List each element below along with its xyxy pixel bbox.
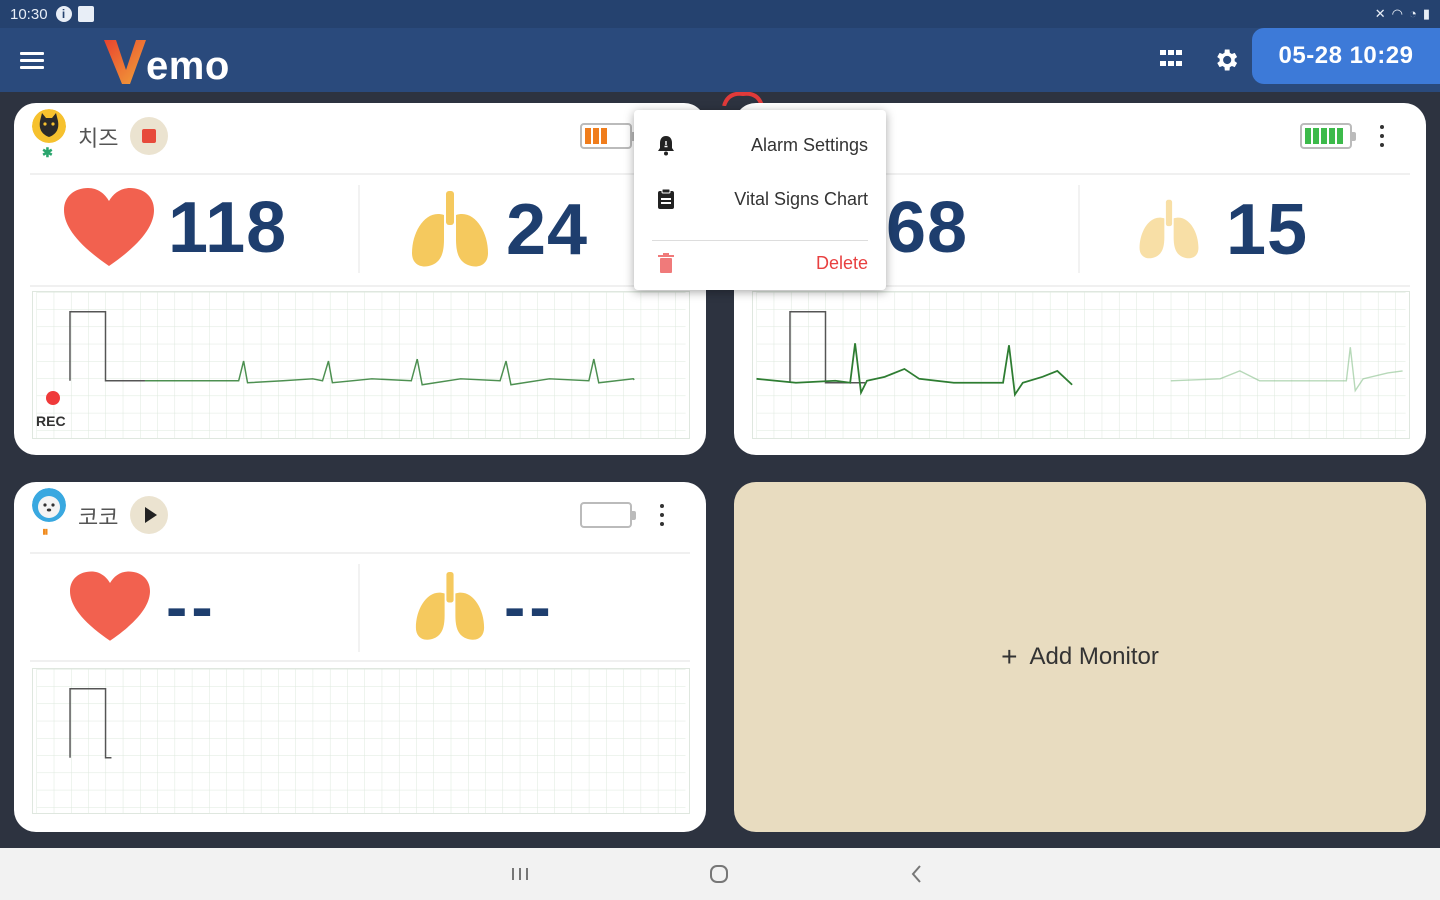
resp-rate-display: -- (414, 570, 555, 644)
more-options-icon[interactable] (659, 504, 665, 526)
monitor-header: ⏸ 코코 (14, 482, 706, 552)
heart-rate-display: 118 (64, 187, 287, 269)
heart-rate-value: -- (166, 571, 217, 643)
menu-item-label: Alarm Settings (750, 134, 868, 155)
pet-name: 코코 (78, 505, 119, 530)
lungs-icon (415, 572, 485, 640)
system-status-bar: 10:30 i ✕ ◠ ◔ ▮ (0, 0, 1440, 28)
resp-rate-value: 15 (1226, 190, 1309, 270)
device-battery-indicator (580, 123, 636, 149)
logo-v-mark (104, 40, 146, 84)
heart-rate-value: 118 (168, 188, 288, 268)
alarm-indicator-icon (722, 92, 764, 106)
monitor-header: ✱ 치즈 (14, 103, 706, 173)
menu-icon[interactable] (20, 48, 44, 73)
bell-icon (658, 136, 674, 156)
system-navigation-bar (0, 848, 1440, 900)
datetime-display: 05-28 10:29 (1252, 28, 1440, 84)
mute-icon: ✕ (1374, 6, 1386, 21)
lungs-icon (412, 191, 488, 267)
monitor-context-menu: Alarm Settings Vital Signs Chart Delete (634, 110, 886, 290)
logo-text: emo (146, 44, 230, 88)
status-icons: ✕ ◠ ◔ ▮ (1375, 6, 1430, 22)
heart-rate-display: 68 (886, 187, 968, 269)
menu-item-delete[interactable]: Delete (634, 240, 886, 286)
back-icon[interactable] (905, 862, 929, 886)
menu-item-vital-signs-chart[interactable]: Vital Signs Chart (634, 176, 886, 222)
rec-label: REC (36, 413, 66, 429)
add-monitor-button[interactable]: + Add Monitor (734, 482, 1426, 832)
paused-icon: ⏸ (42, 524, 49, 539)
monitor-card-3: ⏸ 코코 -- -- (14, 482, 706, 832)
menu-item-label: Vital Signs Chart (734, 188, 868, 209)
recent-apps-icon[interactable] (508, 862, 532, 886)
heart-rate-display: -- (70, 570, 217, 644)
start-recording-button[interactable] (130, 496, 168, 534)
more-options-icon[interactable] (1379, 125, 1385, 147)
monitor-card-1: ✱ 치즈 118 24 REC (14, 103, 706, 455)
heart-icon (70, 571, 150, 641)
device-battery-indicator (1300, 123, 1356, 149)
ecg-waveform (32, 291, 690, 439)
bluetooth-icon: ✱ (42, 145, 53, 160)
plus-icon: + (1001, 641, 1018, 672)
lungs-icon (1139, 199, 1199, 259)
heart-icon (64, 188, 154, 266)
add-monitor-label: + Add Monitor (1001, 641, 1159, 673)
menu-item-label: Delete (815, 252, 868, 273)
pet-avatar[interactable] (32, 488, 66, 522)
ecg-waveform (752, 291, 1410, 439)
wifi-icon: ◠ (1391, 6, 1403, 21)
settings-gear-icon[interactable] (1212, 46, 1240, 74)
grid-view-icon[interactable] (1160, 50, 1184, 70)
alarm-icon: ◔ (1408, 6, 1417, 21)
home-icon[interactable] (707, 862, 731, 886)
monitor-header (734, 103, 1426, 173)
notification-app-icon (77, 6, 94, 22)
battery-icon: ▮ (1422, 6, 1430, 21)
trash-icon (658, 253, 674, 273)
add-monitor-text: Add Monitor (1029, 643, 1159, 670)
recording-dot-icon (46, 391, 60, 405)
menu-divider (652, 240, 868, 241)
app-bar: emo 05-28 10:29 (0, 28, 1440, 92)
resp-rate-display: 24 (410, 189, 588, 271)
menu-item-alarm-settings[interactable]: Alarm Settings (634, 122, 886, 168)
stop-recording-button[interactable] (130, 117, 168, 155)
resp-rate-value: 24 (506, 190, 589, 270)
status-time: 10:30 (10, 5, 48, 23)
clipboard-icon (658, 188, 674, 209)
device-battery-indicator (580, 502, 636, 528)
ecg-waveform (32, 668, 690, 814)
app-logo: emo (102, 34, 230, 86)
pet-avatar[interactable] (32, 109, 66, 143)
resp-rate-display: 15 (1138, 189, 1308, 271)
resp-rate-value: -- (504, 571, 555, 643)
notification-info-icon: i (55, 6, 72, 22)
pet-name: 치즈 (78, 126, 119, 151)
heart-rate-value: 68 (886, 188, 969, 268)
